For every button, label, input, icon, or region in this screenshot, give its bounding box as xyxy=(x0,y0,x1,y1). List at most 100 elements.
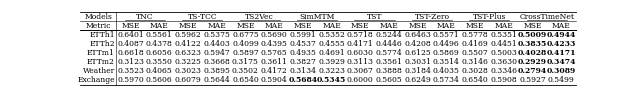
Text: 0.4555: 0.4555 xyxy=(318,40,345,48)
Text: 0.5606: 0.5606 xyxy=(146,76,173,84)
Text: 0.5345: 0.5345 xyxy=(317,76,346,84)
Text: 0.3827: 0.3827 xyxy=(289,58,316,66)
Text: 0.4537: 0.4537 xyxy=(289,40,316,48)
Text: 0.5991: 0.5991 xyxy=(289,31,316,39)
Text: 0.3067: 0.3067 xyxy=(347,67,374,75)
Text: 0.3028: 0.3028 xyxy=(461,67,488,75)
Text: 0.4099: 0.4099 xyxy=(232,40,259,48)
Text: Metric: Metric xyxy=(86,22,111,30)
Text: MAE: MAE xyxy=(207,22,226,30)
Text: 0.4171: 0.4171 xyxy=(547,49,576,57)
Text: 0.5778: 0.5778 xyxy=(461,31,488,39)
Text: 0.4208: 0.4208 xyxy=(404,40,431,48)
Text: 0.5765: 0.5765 xyxy=(260,49,287,57)
Text: 0.3113: 0.3113 xyxy=(347,58,374,66)
Text: 0.3089: 0.3089 xyxy=(547,67,576,75)
Text: 0.4403: 0.4403 xyxy=(204,40,230,48)
Text: 0.6000: 0.6000 xyxy=(347,76,374,84)
Text: 0.4169: 0.4169 xyxy=(461,40,488,48)
Text: 0.4171: 0.4171 xyxy=(347,40,374,48)
Text: 0.6056: 0.6056 xyxy=(146,49,173,57)
Text: 0.4451: 0.4451 xyxy=(490,40,517,48)
Text: 0.4233: 0.4233 xyxy=(547,40,576,48)
Text: CrossTimeNet: CrossTimeNet xyxy=(519,13,574,21)
Text: 0.6775: 0.6775 xyxy=(232,31,259,39)
Text: MAE: MAE xyxy=(322,22,341,30)
Text: 0.5734: 0.5734 xyxy=(433,76,460,84)
Text: 0.3175: 0.3175 xyxy=(232,58,259,66)
Text: 0.4496: 0.4496 xyxy=(433,40,460,48)
Text: 0.3888: 0.3888 xyxy=(376,67,403,75)
Text: 0.3514: 0.3514 xyxy=(433,58,460,66)
Text: 0.6249: 0.6249 xyxy=(404,76,431,84)
Text: MAE: MAE xyxy=(380,22,398,30)
Text: Exchange: Exchange xyxy=(77,76,115,84)
Text: MSE: MSE xyxy=(294,22,312,30)
Text: 0.5718: 0.5718 xyxy=(347,31,374,39)
Text: 0.5003: 0.5003 xyxy=(490,49,517,57)
Text: TS-TCC: TS-TCC xyxy=(188,13,217,21)
Text: ETTm2: ETTm2 xyxy=(87,58,115,66)
Text: 0.6030: 0.6030 xyxy=(347,49,374,57)
Text: 0.3225: 0.3225 xyxy=(175,58,202,66)
Text: ETTh1: ETTh1 xyxy=(89,31,115,39)
Text: 0.6618: 0.6618 xyxy=(117,49,144,57)
Text: 0.5561: 0.5561 xyxy=(146,31,173,39)
Text: MAE: MAE xyxy=(494,22,513,30)
Text: 0.3184: 0.3184 xyxy=(404,67,431,75)
Text: 0.4122: 0.4122 xyxy=(175,40,202,48)
Text: 0.3031: 0.3031 xyxy=(404,58,431,66)
Text: TST-Zero: TST-Zero xyxy=(415,13,449,21)
Text: 0.4172: 0.4172 xyxy=(260,67,287,75)
Text: MSE: MSE xyxy=(179,22,197,30)
Text: MAE: MAE xyxy=(150,22,169,30)
Text: 0.3223: 0.3223 xyxy=(318,67,345,75)
Text: 0.5244: 0.5244 xyxy=(376,31,403,39)
Text: 0.5507: 0.5507 xyxy=(461,49,488,57)
Text: TST: TST xyxy=(367,13,382,21)
Text: MSE: MSE xyxy=(122,22,140,30)
Text: 0.4944: 0.4944 xyxy=(547,31,576,39)
Text: 0.4446: 0.4446 xyxy=(376,40,403,48)
Text: 0.6540: 0.6540 xyxy=(232,76,259,84)
Text: 0.6463: 0.6463 xyxy=(404,31,431,39)
Text: MAE: MAE xyxy=(265,22,284,30)
Text: 0.5605: 0.5605 xyxy=(376,76,403,84)
Text: 0.6125: 0.6125 xyxy=(404,49,431,57)
Text: 0.5644: 0.5644 xyxy=(204,76,230,84)
Text: 0.2929: 0.2929 xyxy=(518,58,547,66)
Text: 0.5962: 0.5962 xyxy=(175,31,202,39)
Text: MSE: MSE xyxy=(523,22,541,30)
Text: 0.4087: 0.4087 xyxy=(117,40,144,48)
Text: 0.3929: 0.3929 xyxy=(318,58,345,66)
Text: 0.5927: 0.5927 xyxy=(519,76,546,84)
Text: TNC: TNC xyxy=(136,13,154,21)
Text: 0.3550: 0.3550 xyxy=(146,58,173,66)
Text: 0.4035: 0.4035 xyxy=(433,67,460,75)
Text: MSE: MSE xyxy=(351,22,369,30)
Text: 0.3474: 0.3474 xyxy=(547,58,576,66)
Text: 0.3523: 0.3523 xyxy=(117,67,144,75)
Text: 0.5684: 0.5684 xyxy=(288,76,317,84)
Text: 0.5571: 0.5571 xyxy=(433,31,460,39)
Text: 0.3835: 0.3835 xyxy=(518,40,547,48)
Text: 0.4028: 0.4028 xyxy=(518,49,547,57)
Text: 0.5375: 0.5375 xyxy=(204,31,230,39)
Text: 0.5897: 0.5897 xyxy=(232,49,259,57)
Text: 0.3146: 0.3146 xyxy=(461,58,488,66)
Text: 0.5690: 0.5690 xyxy=(260,31,287,39)
Text: 0.5009: 0.5009 xyxy=(518,31,547,39)
Text: MAE: MAE xyxy=(552,22,570,30)
Text: TST-Plus: TST-Plus xyxy=(473,13,506,21)
Text: 0.3668: 0.3668 xyxy=(204,58,230,66)
Text: 0.5904: 0.5904 xyxy=(260,76,287,84)
Text: 0.6323: 0.6323 xyxy=(175,49,202,57)
Text: 0.6401: 0.6401 xyxy=(117,31,144,39)
Text: 0.4378: 0.4378 xyxy=(146,40,173,48)
Text: 0.4935: 0.4935 xyxy=(289,49,316,57)
Text: 0.5947: 0.5947 xyxy=(204,49,230,57)
Text: 0.3123: 0.3123 xyxy=(117,58,144,66)
Text: 0.4395: 0.4395 xyxy=(260,40,287,48)
Text: ETTm1: ETTm1 xyxy=(87,49,115,57)
Text: Weather: Weather xyxy=(83,67,115,75)
